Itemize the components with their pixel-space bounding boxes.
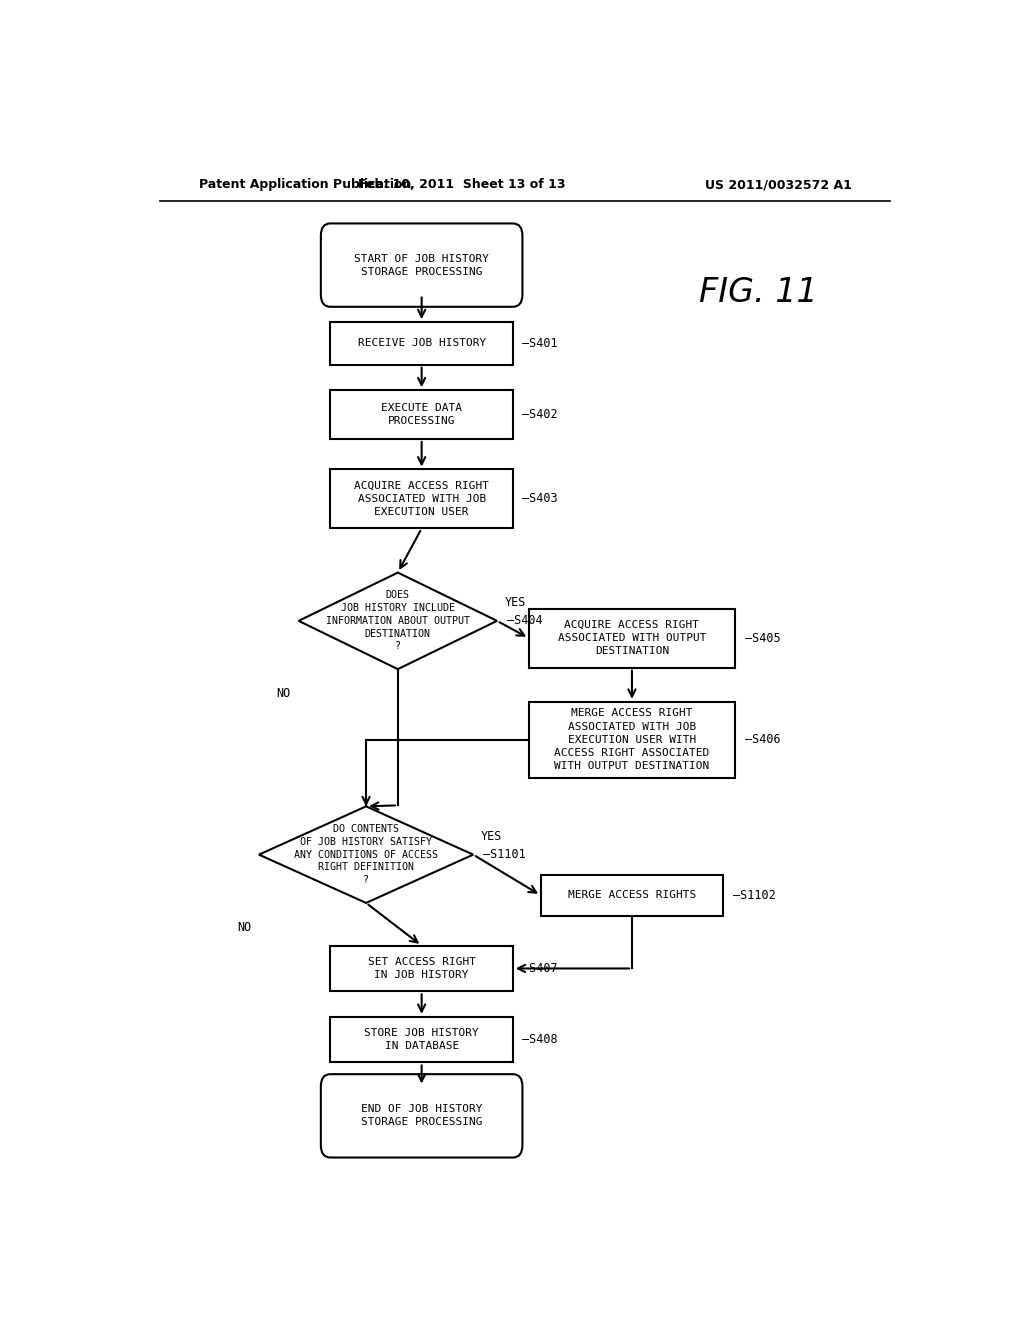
Text: RECEIVE JOB HISTORY: RECEIVE JOB HISTORY	[357, 338, 485, 348]
Text: —S403: —S403	[522, 492, 558, 506]
Text: START OF JOB HISTORY
STORAGE PROCESSING: START OF JOB HISTORY STORAGE PROCESSING	[354, 253, 489, 277]
Bar	[528, 609, 735, 668]
Text: YES: YES	[481, 830, 503, 843]
Text: NO: NO	[276, 688, 291, 701]
Text: DOES
JOB HISTORY INCLUDE
INFORMATION ABOUT OUTPUT
DESTINATION
?: DOES JOB HISTORY INCLUDE INFORMATION ABO…	[326, 590, 470, 652]
Text: —S407: —S407	[522, 962, 558, 975]
Text: Feb. 10, 2011  Sheet 13 of 13: Feb. 10, 2011 Sheet 13 of 13	[357, 178, 565, 191]
Bar	[331, 470, 513, 528]
Bar	[331, 945, 513, 991]
Bar	[528, 702, 735, 777]
FancyBboxPatch shape	[321, 1074, 522, 1158]
Text: —S405: —S405	[744, 632, 780, 644]
Text: —S408: —S408	[522, 1034, 558, 1047]
Text: —S1101: —S1101	[482, 849, 525, 861]
Text: END OF JOB HISTORY
STORAGE PROCESSING: END OF JOB HISTORY STORAGE PROCESSING	[360, 1105, 482, 1127]
Text: FIG. 11: FIG. 11	[699, 276, 818, 309]
Text: DO CONTENTS
OF JOB HISTORY SATISFY
ANY CONDITIONS OF ACCESS
RIGHT DEFINITION
?: DO CONTENTS OF JOB HISTORY SATISFY ANY C…	[294, 824, 438, 886]
Text: SET ACCESS RIGHT
IN JOB HISTORY: SET ACCESS RIGHT IN JOB HISTORY	[368, 957, 475, 979]
Text: STORE JOB HISTORY
IN DATABASE: STORE JOB HISTORY IN DATABASE	[365, 1028, 479, 1051]
Text: YES: YES	[505, 597, 526, 609]
Text: MERGE ACCESS RIGHT
ASSOCIATED WITH JOB
EXECUTION USER WITH
ACCESS RIGHT ASSOCIAT: MERGE ACCESS RIGHT ASSOCIATED WITH JOB E…	[554, 709, 710, 771]
FancyBboxPatch shape	[321, 223, 522, 306]
Text: MERGE ACCESS RIGHTS: MERGE ACCESS RIGHTS	[568, 890, 696, 900]
Text: —S406: —S406	[744, 734, 780, 746]
Bar	[541, 875, 723, 916]
Text: —S1102: —S1102	[733, 888, 775, 902]
Text: ACQUIRE ACCESS RIGHT
ASSOCIATED WITH JOB
EXECUTION USER: ACQUIRE ACCESS RIGHT ASSOCIATED WITH JOB…	[354, 480, 489, 517]
Text: Patent Application Publication: Patent Application Publication	[200, 178, 412, 191]
Text: ACQUIRE ACCESS RIGHT
ASSOCIATED WITH OUTPUT
DESTINATION: ACQUIRE ACCESS RIGHT ASSOCIATED WITH OUT…	[558, 620, 707, 656]
Bar	[331, 322, 513, 364]
Text: —S402: —S402	[522, 408, 558, 421]
Text: NO: NO	[237, 921, 251, 935]
Bar	[331, 391, 513, 440]
Polygon shape	[299, 573, 497, 669]
Text: —S401: —S401	[522, 337, 558, 350]
Text: EXECUTE DATA
PROCESSING: EXECUTE DATA PROCESSING	[381, 403, 462, 426]
Polygon shape	[259, 807, 473, 903]
Bar	[331, 1016, 513, 1063]
Text: US 2011/0032572 A1: US 2011/0032572 A1	[706, 178, 852, 191]
Text: —S404: —S404	[507, 614, 542, 627]
